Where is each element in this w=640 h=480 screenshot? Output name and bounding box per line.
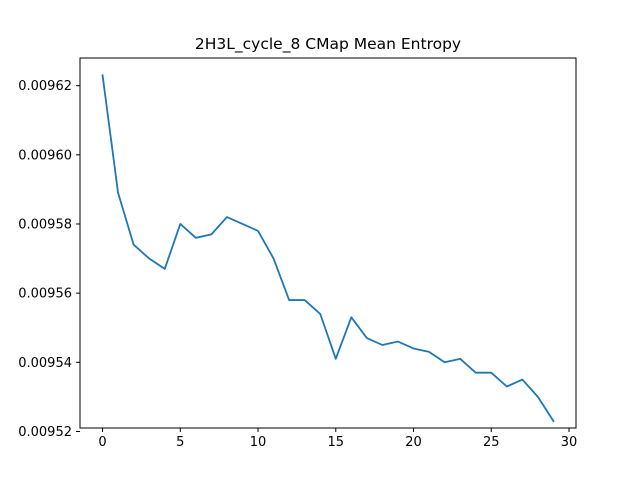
series-line-0 <box>101 74 555 423</box>
x-tick-label: 10 <box>250 435 267 450</box>
plot-area <box>80 58 576 428</box>
x-tick-label: 20 <box>405 435 422 450</box>
y-axis: 0.00952 0.00954 0.00956 0.00958 0.00960 0.009… <box>18 79 80 440</box>
chart-title: 2H3L_cycle_8 CMap Mean Entropy <box>195 35 461 54</box>
x-tick-label: 5 <box>176 435 184 450</box>
series-layer <box>101 74 555 423</box>
y-tick-label: 0.00962 <box>18 79 72 94</box>
x-tick-label: 30 <box>561 435 578 450</box>
x-tick-label: 15 <box>328 435 345 450</box>
plot-frame <box>79 57 577 429</box>
y-tick-label: 0.00958 <box>18 217 72 232</box>
y-tick-label: 0.00954 <box>18 356 72 371</box>
y-tick-label: 0.00956 <box>18 287 72 302</box>
x-tick-label: 0 <box>98 435 106 450</box>
x-tick-label: 25 <box>483 435 500 450</box>
x-axis: 0 5 10 15 20 25 30 <box>98 428 577 450</box>
y-tick-label: 0.00960 <box>18 148 72 163</box>
y-tick-label: 0.00952 <box>18 425 72 440</box>
